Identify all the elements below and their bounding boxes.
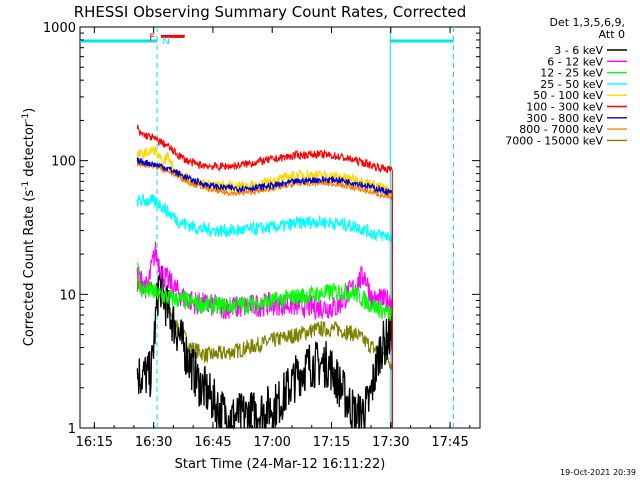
series-line-4 [136,193,393,428]
y-tick-label-2: 10 [59,288,76,303]
y-axis: 1 10 100 1000 [43,21,480,437]
series-line-7 [136,157,393,428]
series-line-8 [136,159,393,428]
x-tick-label-2: 16:30 [135,435,172,450]
legend-label-1: 3 - 6 keV [554,44,603,57]
y-tick-label-1: 1 [68,422,76,437]
legend-label-6: 100 - 300 keV [526,101,603,114]
y-axis-label-exp1: -1 [21,181,31,190]
series-line-1 [136,265,393,430]
plot-frame [79,26,481,429]
y-axis-label-exp2: -1 [21,113,31,122]
y-tick-label-4: 1000 [43,21,76,36]
chart-title: RHESSI Observing Summary Count Rates, Co… [74,3,467,21]
legend-label-4: 25 - 50 keV [540,78,603,91]
legend-header-line-2: Att 0 [599,28,625,41]
legend-header-line-1: Det 1,3,5,6,9, [549,16,625,29]
legend-label-2: 6 - 12 keV [547,55,603,68]
footer-timestamp: 19-Oct-2021 20:39 [560,468,636,477]
series-line-3 [136,262,393,428]
legend-label-8: 800 - 7000 keV [519,123,603,136]
y-axis-label-end: ) [22,108,37,113]
flag-f-label: F [149,32,155,43]
y-axis-label: Corrected Count Rate (s-1 detector-1) [21,108,37,346]
y-axis-label-mid: detector [22,121,37,181]
legend-label-9: 7000 - 15000 keV [505,134,603,147]
series-layer [136,124,393,430]
series-line-6 [136,124,393,428]
flag-n-label: N [162,36,169,47]
x-tick-label-6: 17:30 [372,435,409,450]
x-axis-label: Start Time (24-Mar-12 16:11:22) [175,457,386,472]
legend-label-5: 50 - 100 keV [533,89,603,102]
x-axis: 16:15 16:30 16:45 17:00 17:15 17:30 17:45 [76,27,471,450]
y-tick-label-3: 100 [51,155,76,170]
x-tick-label-7: 17:45 [431,435,468,450]
x-tick-label-5: 17:15 [313,435,350,450]
x-tick-label-1: 16:15 [76,435,113,450]
legend-label-7: 300 - 800 keV [526,112,603,125]
legend-label-3: 12 - 25 keV [540,67,603,80]
x-tick-label-3: 16:45 [194,435,231,450]
x-tick-label-4: 17:00 [253,435,290,450]
y-axis-label-base: Corrected Count Rate (s [22,190,37,347]
